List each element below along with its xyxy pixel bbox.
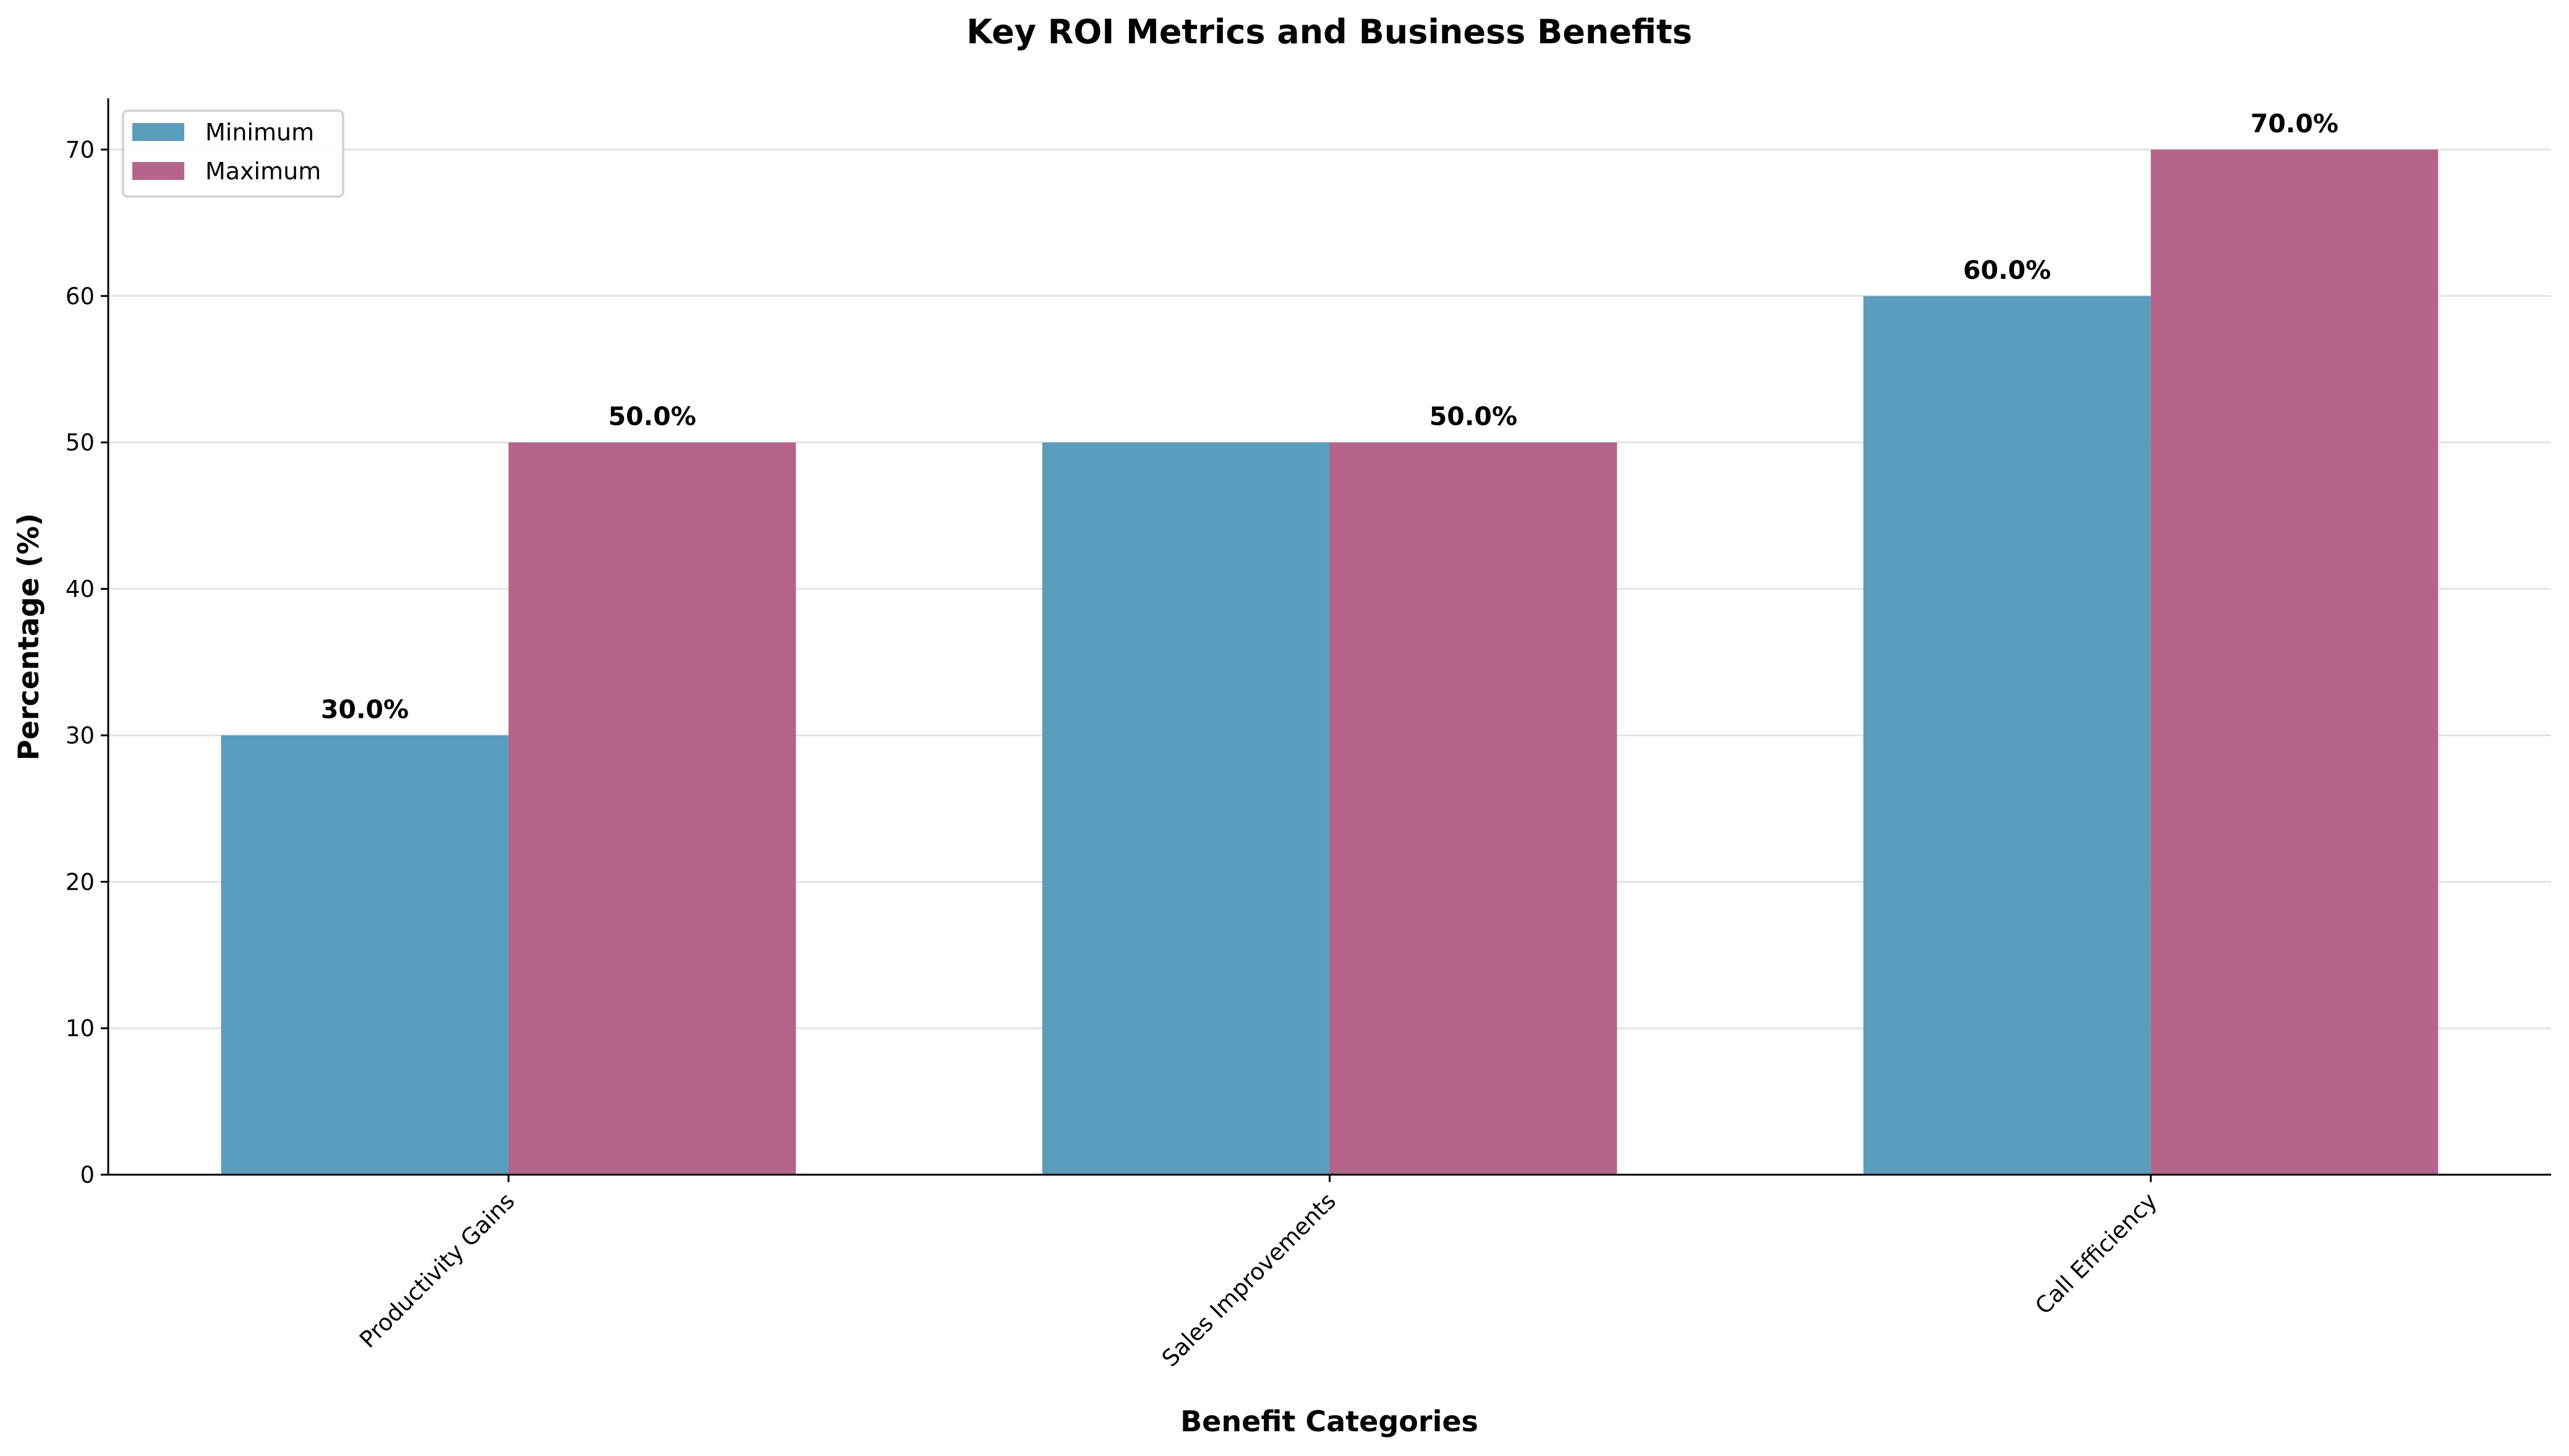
legend-label-minimum: Minimum (205, 119, 314, 146)
y-tick-label: 70 (66, 137, 95, 163)
y-tick-label: 50 (66, 430, 95, 456)
bar-maximum (1329, 442, 1617, 1175)
chart-title: Key ROI Metrics and Business Benefits (966, 12, 1692, 51)
x-tick-label: Productivity Gains (354, 1188, 520, 1353)
y-tick-label: 0 (80, 1162, 95, 1188)
bar-minimum (221, 735, 509, 1175)
x-tick-label: Call Efficiency (2030, 1188, 2162, 1320)
data-label: 60.0% (1963, 255, 2051, 285)
bar-minimum (1042, 442, 1330, 1175)
data-label: 30.0% (321, 694, 409, 724)
legend-swatch-maximum (132, 162, 184, 180)
legend-label-maximum: Maximum (205, 158, 321, 185)
legend: Minimum Maximum (122, 109, 344, 198)
data-label: 50.0% (1429, 402, 1517, 432)
data-label: 70.0% (2251, 109, 2338, 138)
y-tick-label: 60 (66, 283, 95, 310)
y-tick-label: 20 (66, 869, 95, 895)
y-tick-label: 30 (66, 722, 95, 749)
bar-maximum (2150, 149, 2439, 1175)
data-label: 50.0% (608, 402, 696, 432)
x-tick-label: Sales Improvements (1157, 1188, 1341, 1372)
y-axis-label: Percentage (%) (12, 513, 45, 760)
bar-minimum (1863, 296, 2151, 1175)
y-tick-label: 40 (66, 576, 95, 603)
bar-maximum (508, 442, 796, 1175)
y-tick-label: 10 (66, 1015, 95, 1042)
legend-swatch-minimum (132, 123, 184, 141)
x-axis-label: Benefit Categories (1180, 1405, 1478, 1438)
